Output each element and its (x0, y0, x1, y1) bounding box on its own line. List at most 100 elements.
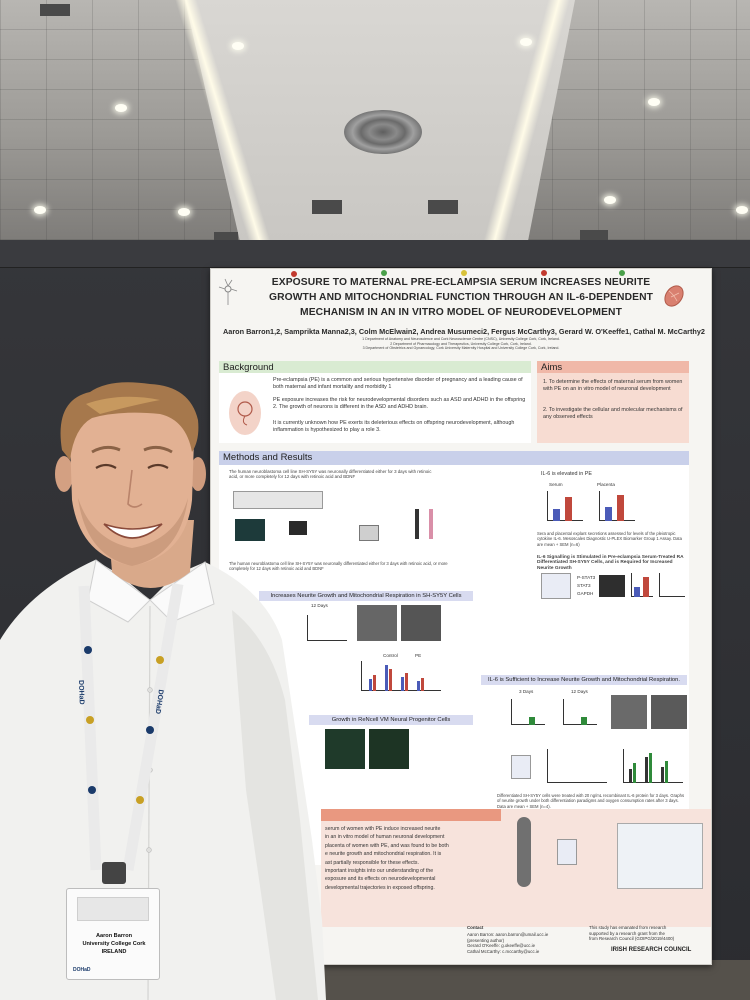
control-bar (401, 677, 404, 691)
funding-block: This study has emanated from research su… (589, 925, 709, 942)
ceiling-spotlight (115, 104, 127, 112)
right-ear (190, 457, 206, 491)
il6-ocr-bar-chart (623, 749, 683, 783)
pe-bar (373, 675, 376, 691)
chart-axis (511, 699, 545, 725)
il6-elevated-title: IL-6 is elevated in PE (541, 471, 592, 477)
blot-label: P-STAT3 (577, 575, 596, 580)
rencell-micrograph (369, 729, 409, 769)
methods-heading: Methods and Results (219, 451, 689, 465)
ceiling-spotlight (34, 206, 46, 214)
ceiling-fixture (312, 200, 342, 214)
lanyard-logo-dot (156, 656, 164, 664)
irish-research-council-logo: IRISH RESEARCH COUNCIL (611, 947, 692, 953)
left-ear (55, 456, 73, 492)
ceiling-spotlight (604, 196, 616, 204)
ceiling-spotlight (178, 208, 190, 216)
chart-axis (307, 615, 347, 641)
conclusion-line: in an in vitro model of human neuronal d… (325, 834, 445, 841)
face (70, 391, 194, 566)
conclusion-line: important insights into our understandin… (325, 868, 434, 875)
conclusion-line: e neurite growth and mitochondrial respi… (325, 851, 442, 858)
badge-country: IRELAND (101, 949, 127, 955)
pstat3-chart (631, 573, 653, 597)
funding-line: from Research Council (GOIPG/2019/4400) (589, 936, 675, 942)
control-bar (634, 587, 640, 597)
ceiling-vent (344, 110, 422, 154)
push-pin (461, 270, 467, 276)
affiliation-line: 3 Department of Obstetrics and Gynaecolo… (362, 346, 560, 351)
lanyard-text: DOHaD (77, 680, 85, 705)
pe-bar (565, 497, 572, 521)
ceiling-spotlight (232, 42, 244, 50)
pe-bar (421, 678, 424, 691)
background-paragraph: It is currently unknown how PE exerts it… (273, 420, 515, 433)
shirt-button (147, 687, 153, 693)
stubble (78, 498, 188, 566)
il6-bar (581, 717, 587, 725)
aims-item: 2. To investigate the cellular and molec… (543, 407, 683, 420)
shirt-collar-left (87, 559, 151, 623)
lanyard-logo-dot (146, 726, 154, 734)
person-silhouette-icon (415, 509, 419, 539)
control-bar (605, 507, 612, 521)
funding-line: This study has emanated from research (589, 925, 667, 930)
contact-line: (presenting author) (467, 937, 505, 943)
lanyard-logo-dot (88, 786, 96, 794)
il6-bar (649, 753, 652, 783)
push-pin (619, 270, 625, 276)
badge-name: Aaron Barron (95, 933, 133, 939)
poster-title-line: EXPOSURE TO MATERNAL PRE-ECLAMPSIA SERUM… (271, 277, 651, 288)
poster-affiliations: 1 Department of Anatomy and Neuroscience… (301, 337, 621, 351)
poster-authors: Aaron Barron1,2, Samprikta Manna2,3, Col… (223, 327, 705, 336)
push-pin (381, 270, 387, 276)
il6-sufficient-heading: IL-6 is Sufficient to Increase Neurite G… (481, 675, 687, 685)
sera-caption: Sera and placental explant secretions as… (537, 531, 682, 547)
floor (300, 960, 750, 1000)
contact-line: Cathal McCarthy: c.mccarthy@ucc.ie (467, 948, 540, 954)
serum-il6-chart (547, 491, 583, 521)
conclusions-heading-bar (321, 809, 501, 821)
contact-heading: Contact (467, 925, 484, 930)
rencell-heading: Growth in ReNcell VM Neural Progenitor C… (309, 715, 473, 725)
conclusion-line: serum of women with PE induce increased … (325, 826, 441, 832)
blot-label: GAPDH (577, 591, 594, 596)
fetus-icon (229, 391, 261, 435)
conclusion-line: exposure and its effects on neurodevelop… (325, 876, 436, 883)
lanyard-logo-dot (84, 646, 92, 654)
push-pin (291, 271, 297, 277)
ceiling-fixture (428, 200, 458, 214)
control-bar (369, 679, 372, 691)
conclusion-line: ast partially responsible for these effe… (325, 859, 419, 866)
ceiling-spotlight (736, 206, 748, 214)
il6-final-caption: Differentiated SH-SY5Y cells were treate… (497, 793, 685, 809)
shirt-sleeve-shadow (232, 610, 318, 1000)
culture-dish-sketch (557, 839, 577, 865)
placenta-il6-chart (599, 491, 635, 521)
placenta-label: Placenta (597, 482, 615, 487)
ceiling (0, 0, 750, 245)
left-eye (95, 463, 117, 469)
aims-heading: Aims (537, 361, 689, 375)
blot-label: STAT3 (577, 583, 591, 588)
nose (127, 469, 143, 508)
pe-bar (643, 577, 649, 597)
push-pin (541, 270, 547, 276)
badge-clip (102, 862, 126, 884)
right-eye (147, 463, 169, 469)
badge-footer-logo: DOHaD (73, 967, 91, 973)
control-bar (645, 757, 648, 783)
pregnant-silhouette-icon (429, 509, 433, 539)
legend-control: Control (383, 653, 398, 658)
control-bar (629, 769, 632, 783)
aims-item: 1. To determine the effects of maternal … (543, 379, 683, 392)
mechanism-diagram (617, 823, 703, 889)
days-label: 3 Days (519, 689, 534, 694)
neuron-micrograph (357, 605, 397, 641)
control-bar (661, 767, 664, 783)
contact-line: Aaron Barron: aaron.barron@umail.ucc.ie (467, 932, 549, 937)
legend-pe: PE (415, 653, 422, 658)
funding-line: supported by a research grant from the (589, 930, 665, 936)
ceiling-fixture (580, 230, 608, 240)
